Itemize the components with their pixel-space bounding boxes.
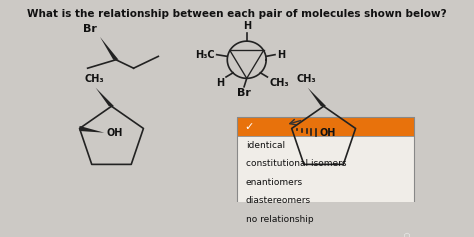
Text: ⬡: ⬡ (404, 233, 410, 237)
Text: ✓: ✓ (244, 122, 254, 132)
Text: H₃C: H₃C (195, 50, 215, 60)
Text: H: H (277, 50, 285, 60)
Text: H: H (243, 21, 251, 31)
Text: identical: identical (246, 141, 285, 150)
Text: Br: Br (82, 24, 97, 34)
Text: What is the relationship between each pair of molecules shown below?: What is the relationship between each pa… (27, 9, 447, 19)
Text: CH₃: CH₃ (296, 74, 316, 84)
Text: enantiomers: enantiomers (246, 178, 303, 187)
Text: Br: Br (237, 88, 251, 99)
Polygon shape (308, 88, 326, 106)
FancyBboxPatch shape (237, 136, 414, 229)
Text: H: H (216, 78, 224, 88)
Polygon shape (96, 88, 114, 106)
Text: no relationship: no relationship (246, 215, 313, 224)
Polygon shape (100, 37, 118, 60)
Text: CH₃: CH₃ (84, 74, 104, 84)
Text: constitutional isomers: constitutional isomers (246, 159, 346, 168)
Text: OH: OH (319, 128, 336, 138)
FancyBboxPatch shape (246, 231, 401, 237)
Text: diastereomers: diastereomers (246, 196, 311, 205)
FancyBboxPatch shape (401, 231, 413, 237)
FancyBboxPatch shape (237, 117, 414, 136)
Polygon shape (80, 126, 104, 133)
Text: OH: OH (107, 128, 123, 138)
Text: CH₃: CH₃ (269, 78, 289, 88)
